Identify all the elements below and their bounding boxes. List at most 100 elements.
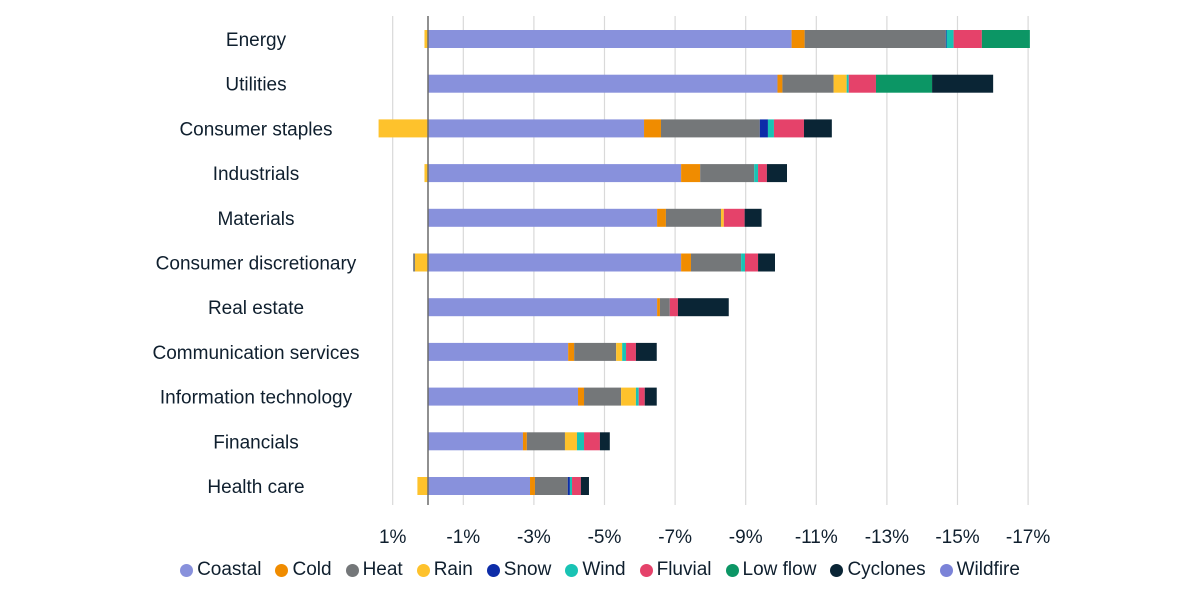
x-tick-label: -1%	[446, 527, 480, 548]
category-label: Consumer staples	[179, 119, 332, 140]
legend: Coastal Cold Heat Rain Snow Wind Fluvial Low fl…	[0, 559, 1200, 581]
x-tick-label: -7%	[658, 527, 692, 548]
legend-label: Cyclones	[847, 559, 926, 580]
category-label: Health care	[207, 477, 304, 498]
bar-segment-cyclones	[635, 342, 657, 361]
x-tick-labels: 1% -1% -3% -5% -7% -9% -11% -13% -15% -17%	[379, 527, 1050, 548]
category-label: Energy	[226, 30, 287, 51]
x-tick-label: -11%	[795, 527, 838, 548]
category-label: Financials	[213, 432, 299, 453]
bar-segment-cold	[530, 477, 535, 495]
bar-segment-heat	[534, 477, 568, 495]
bar-segment-coastal	[428, 253, 682, 272]
category-label: Real estate	[208, 298, 304, 319]
legend-label: Snow	[503, 559, 552, 580]
x-tick-label: -5%	[588, 527, 622, 548]
bar-segment-heat	[574, 342, 617, 361]
bar-segment-coastal	[428, 30, 792, 48]
bar-segment-wind	[767, 119, 774, 138]
bar-segment-cyclones	[644, 387, 657, 406]
bar-segment-rain	[424, 164, 428, 183]
bar-segment-heat	[690, 253, 742, 272]
bar-segment-heat	[526, 432, 565, 451]
legend-dot-icon	[180, 563, 194, 577]
legend-item: Cyclones	[830, 559, 926, 581]
bar-segment-cold	[644, 119, 661, 138]
legend-label: Heat	[362, 559, 403, 580]
bar-segment-cyclones	[744, 208, 762, 227]
legend-label: Wind	[582, 559, 626, 580]
bar-segment-rain	[414, 253, 428, 272]
bar-segment-wind	[576, 432, 585, 451]
bar-segment-cyclones	[803, 119, 832, 138]
bar-segment-low-flow	[981, 30, 1030, 48]
legend-item: Low flow	[725, 559, 817, 581]
bars	[378, 30, 1030, 495]
bar-segment-cold	[522, 432, 527, 451]
legend-item: Snow	[486, 559, 552, 581]
bar-segment-heat	[665, 208, 721, 227]
legend-dot-icon	[486, 563, 500, 577]
bar-segment-snow	[945, 30, 947, 48]
bar-segment-wind	[846, 74, 849, 93]
legend-label: Low flow	[742, 559, 817, 580]
bar-segment-heat	[584, 387, 622, 406]
x-tick-label: 1%	[379, 527, 407, 548]
x-tick-label: -17%	[1006, 527, 1050, 548]
bar-segment-cyclones	[932, 74, 994, 93]
legend-dot-icon	[725, 563, 739, 577]
legend-item: Fluvial	[639, 559, 712, 581]
legend-dot-icon	[939, 563, 953, 577]
legend-dot-icon	[275, 563, 289, 577]
bar-segment-wind	[622, 342, 627, 361]
legend-item: Wildfire	[939, 559, 1020, 581]
bar-segment-cold	[791, 30, 805, 48]
bar-segment-heat	[782, 74, 834, 93]
x-tick-label: -3%	[517, 527, 551, 548]
legend-dot-icon	[416, 563, 430, 577]
bar-segment-cold	[657, 208, 666, 227]
bar-segment-coastal	[428, 119, 645, 138]
bar-segment-cold	[681, 164, 701, 183]
bar-segment-rain	[564, 432, 577, 451]
bar-segment-heat	[804, 30, 946, 48]
bar-segment-cold	[578, 387, 585, 406]
bar-segment-fluvial	[572, 477, 581, 495]
legend-label: Rain	[433, 559, 473, 580]
bar-segment-cold	[681, 253, 691, 272]
bar-segment-snow	[759, 119, 768, 138]
bar-segment-coastal	[428, 387, 579, 406]
bar-segment-coastal	[428, 208, 658, 227]
bar-segment-coastal	[428, 477, 531, 495]
category-label: Information technology	[160, 388, 353, 409]
category-label: Utilities	[225, 75, 286, 96]
bar-segment-rain	[378, 119, 428, 138]
bar-segment-wind	[635, 387, 639, 406]
bar-segment-fluvial	[638, 387, 645, 406]
bar-segment-cyclones	[677, 298, 729, 317]
bar-segment-wind	[741, 253, 745, 272]
bar-segment-coastal	[428, 432, 523, 451]
bar-segment-rain	[720, 208, 724, 227]
bar-segment-heat	[700, 164, 755, 183]
legend-dot-icon	[639, 563, 653, 577]
bar-segment-cyclones	[580, 477, 589, 495]
category-label: Materials	[217, 209, 294, 230]
bar-segment-coastal	[428, 74, 778, 93]
bar-segment-rain	[417, 477, 428, 495]
bar-segment-fluvial	[758, 164, 767, 183]
bar-segment-coastal	[428, 298, 658, 317]
bar-segment-coastal	[428, 164, 682, 183]
bar-segment-cyclones	[766, 164, 788, 183]
legend-label: Coastal	[197, 559, 262, 580]
legend-item: Rain	[416, 559, 473, 581]
bar-segment-fluvial	[773, 119, 804, 138]
x-tick-label: -15%	[935, 527, 979, 548]
bar-segment-snow	[567, 477, 570, 495]
bar-segment-heat	[660, 119, 760, 138]
legend-item: Cold	[275, 559, 332, 581]
category-labels: Energy Utilities Consumer staples Industria…	[153, 30, 360, 498]
bar-segment-cyclones	[758, 253, 775, 272]
bar-segment-fluvial	[744, 253, 759, 272]
